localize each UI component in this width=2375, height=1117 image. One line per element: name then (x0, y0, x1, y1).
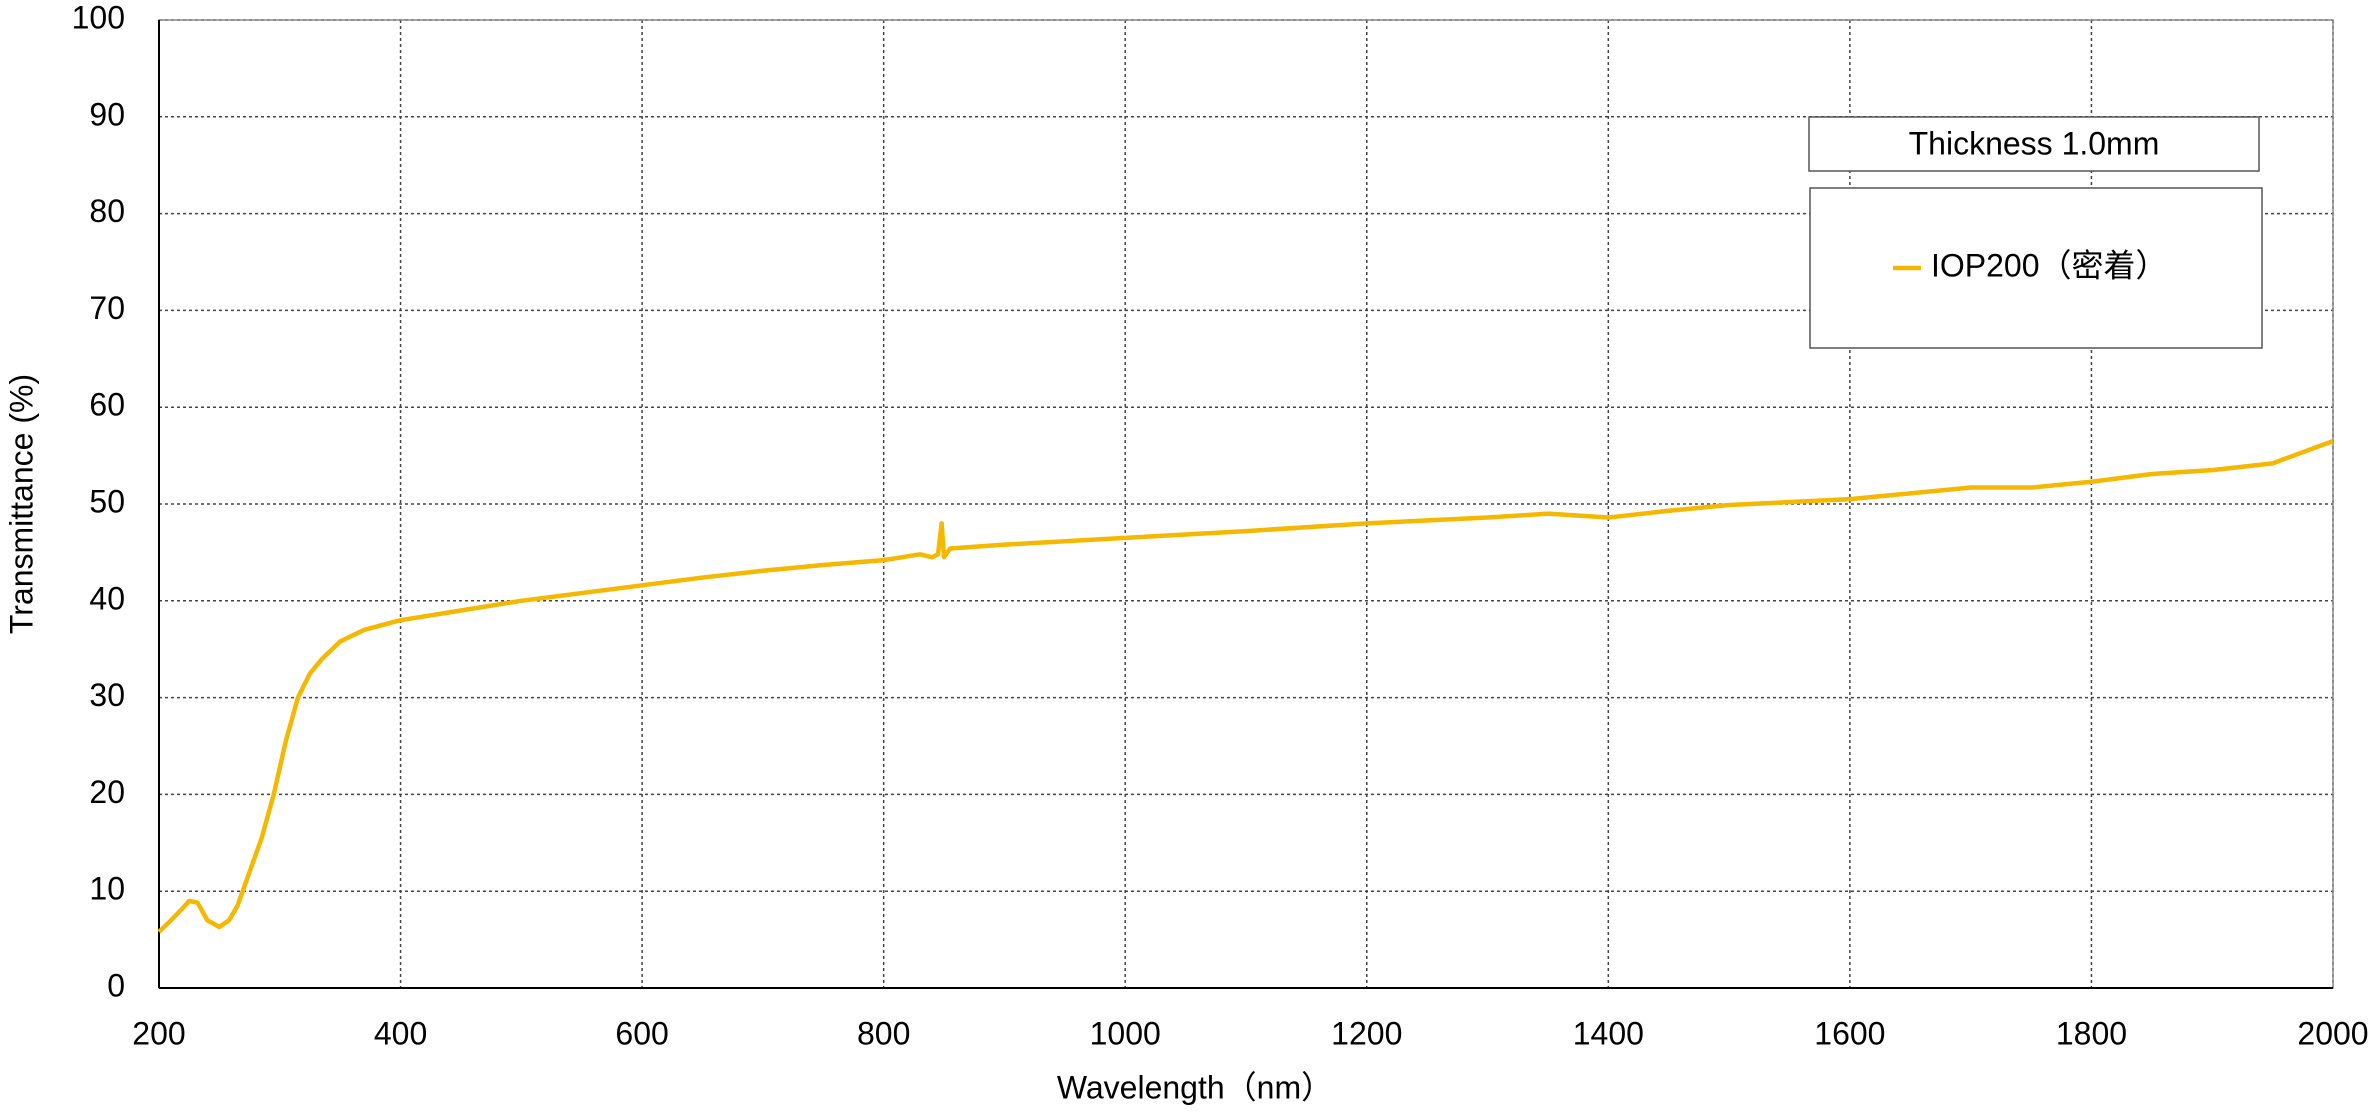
y-tick-label: 0 (107, 967, 125, 1003)
x-axis-label: Wavelength（nm） (1057, 1069, 1333, 1105)
x-tick-label: 1000 (1090, 1015, 1161, 1051)
x-tick-label: 800 (857, 1015, 910, 1051)
annotation-box (1808, 116, 2260, 172)
legend-label: IOP200（密着） (1931, 247, 2168, 283)
annotation: Thickness 1.0mm (1909, 125, 2160, 161)
y-tick-label: 10 (89, 871, 125, 907)
y-tick-label: 90 (89, 96, 125, 132)
y-tick-label: 100 (72, 0, 125, 35)
y-tick-label: 70 (89, 290, 125, 326)
y-tick-label: 30 (89, 677, 125, 713)
data-line (157, 438, 2334, 934)
x-tick-label: 200 (132, 1015, 185, 1051)
y-tick-label: 50 (89, 483, 125, 519)
y-tick-label: 60 (89, 387, 125, 423)
y-tick-label: 20 (89, 774, 125, 810)
y-tick-label: 80 (89, 193, 125, 229)
y-axis-label: Transmittance (%) (3, 374, 39, 634)
x-tick-label: 2000 (2297, 1015, 2368, 1051)
x-tick-label: 1800 (2056, 1015, 2127, 1051)
legend-box (1809, 187, 2263, 349)
x-tick-label: 400 (374, 1015, 427, 1051)
x-tick-label: 1600 (1814, 1015, 1885, 1051)
y-tick-label: 40 (89, 580, 125, 616)
x-tick-label: 1200 (1331, 1015, 1402, 1051)
x-tick-label: 600 (615, 1015, 668, 1051)
x-tick-label: 1400 (1573, 1015, 1644, 1051)
